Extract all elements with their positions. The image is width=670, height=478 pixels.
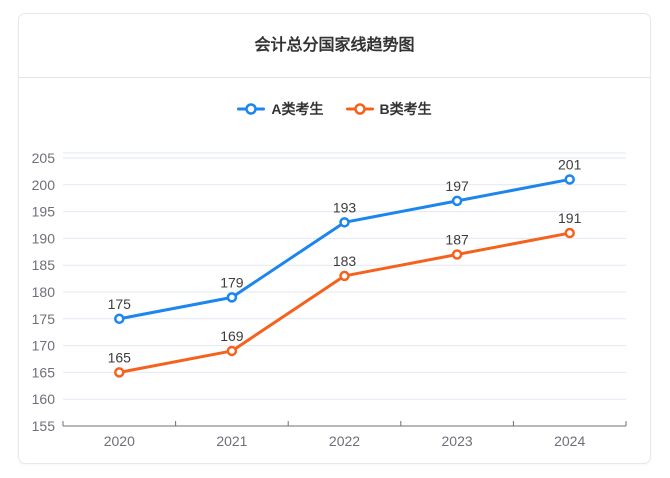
chart-title: 会计总分国家线趋势图 — [254, 37, 415, 54]
y-axis-label: 205 — [32, 150, 56, 166]
data-point-label: 179 — [220, 274, 244, 290]
data-point[interactable] — [226, 292, 238, 303]
data-point[interactable] — [339, 217, 350, 228]
line-chart: 205 200 195 190 185 180 175 170 165 160 155 2020 202… — [32, 150, 627, 449]
y-axis-label: 185 — [32, 257, 56, 273]
x-axis-label: 2022 — [329, 433, 360, 449]
data-point-label: 169 — [220, 328, 244, 344]
y-axis-label: 200 — [32, 177, 56, 193]
x-axis-label: 2020 — [104, 433, 135, 449]
legend-item-b[interactable]: B类考生 — [345, 99, 432, 119]
x-axis-label: 2021 — [216, 433, 247, 449]
y-axis-label: 175 — [32, 311, 56, 327]
legend-label: A类考生 — [271, 101, 324, 117]
y-axis-label: 170 — [32, 338, 56, 354]
data-point[interactable] — [114, 367, 125, 378]
data-point-label: 191 — [558, 210, 582, 226]
data-point-label: 187 — [445, 231, 469, 247]
y-axis-label: 180 — [32, 284, 56, 300]
chart-card: 会计总分国家线趋势图 A类考生 B类考生 205 200 195 190 185 180 17… — [18, 13, 651, 464]
data-point-label: 193 — [333, 199, 357, 215]
data-point-label: 165 — [108, 349, 132, 365]
y-axis-label: 160 — [32, 391, 56, 407]
y-axis-label: 190 — [32, 230, 56, 246]
data-point[interactable] — [339, 270, 350, 282]
data-point-label: 201 — [558, 156, 582, 172]
data-point[interactable] — [564, 227, 575, 239]
data-point[interactable] — [226, 345, 238, 357]
legend-label: B类考生 — [379, 101, 432, 117]
data-point[interactable] — [451, 195, 463, 207]
data-point[interactable] — [451, 249, 463, 260]
title-divider — [19, 77, 650, 78]
data-point[interactable] — [114, 313, 125, 325]
data-point-label: 197 — [445, 178, 469, 194]
y-axis-label: 165 — [32, 364, 56, 380]
x-axis-label: 2024 — [554, 433, 585, 449]
y-axis-label: 155 — [32, 418, 56, 434]
data-point[interactable] — [564, 174, 575, 185]
legend-item-a[interactable]: A类考生 — [237, 99, 324, 119]
legend-line-circle-icon — [345, 103, 374, 115]
y-axis-label: 195 — [32, 204, 56, 220]
data-point-label: 175 — [108, 296, 132, 312]
legend-line-circle-icon — [237, 103, 266, 115]
legend: A类考生 B类考生 — [19, 99, 650, 119]
data-point-label: 183 — [333, 253, 357, 269]
x-axis-label: 2023 — [442, 433, 473, 449]
